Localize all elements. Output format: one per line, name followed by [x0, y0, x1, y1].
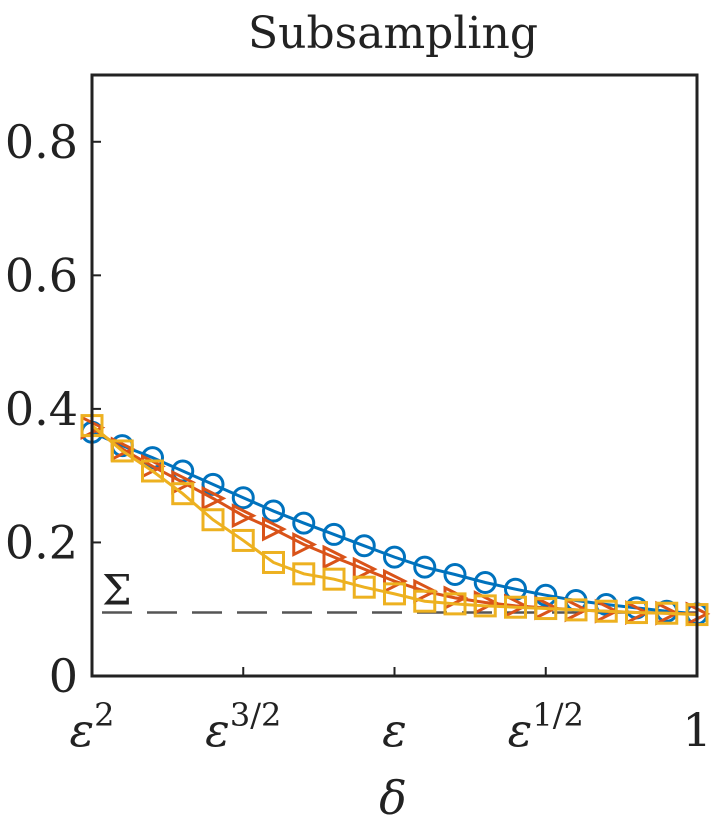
data-point: [443, 562, 467, 586]
data-point: [473, 594, 497, 618]
data-point: [322, 567, 346, 591]
data-point: [413, 589, 437, 613]
data-point: [262, 499, 285, 523]
data-point: [231, 486, 255, 510]
y-tick-label: 0: [49, 649, 78, 703]
data-point: [262, 550, 285, 574]
data-point: [534, 597, 558, 621]
data-point: [383, 545, 406, 569]
data-point: [322, 522, 346, 546]
y-tick-label: 0.8: [5, 115, 78, 169]
y-tick-label: 0.6: [5, 248, 78, 302]
data-point: [322, 544, 348, 570]
data-point: [413, 555, 437, 579]
data-point: [292, 532, 318, 557]
data-point: [473, 571, 497, 595]
x-tick-label: 1: [682, 703, 711, 757]
x-tick-label: ε2: [69, 696, 114, 757]
y-axis: 0 0.2 0.4 0.6 0.8: [5, 115, 101, 703]
data-point: [443, 592, 467, 616]
data-point: [352, 534, 376, 558]
data-point: [504, 577, 527, 601]
data-point: [231, 528, 255, 552]
data-point: [534, 583, 558, 607]
data-point: [383, 568, 408, 594]
data-point: [292, 562, 316, 586]
data-point: [564, 598, 588, 622]
data-point: [231, 503, 257, 529]
x-axis: ε2 ε3/2 ε ε1/2 1: [69, 667, 711, 757]
data-point: [352, 575, 376, 599]
data-point: [171, 482, 195, 506]
chart-title: Subsampling: [248, 8, 538, 59]
data-point: [504, 595, 527, 619]
data-point: [352, 556, 378, 582]
plot-area: Σ: [80, 414, 711, 627]
x-tick-label: ε1/2: [508, 696, 584, 757]
data-point: [383, 582, 406, 606]
data-point: [655, 601, 679, 625]
series-square: [80, 414, 709, 627]
data-point: [201, 485, 227, 511]
data-point: [110, 439, 134, 463]
data-point: [262, 516, 287, 542]
x-tick-label: ε3/2: [205, 696, 281, 757]
x-tick-label: ε: [382, 703, 407, 757]
y-tick-label: 0.2: [5, 515, 78, 569]
data-point: [141, 459, 164, 483]
x-axis-label: δ: [379, 771, 407, 825]
data-point: [292, 511, 316, 535]
data-point: [625, 601, 648, 625]
data-point: [594, 599, 618, 623]
sigma-label: Σ: [102, 566, 132, 615]
data-point: [201, 508, 225, 532]
y-tick-label: 0.4: [5, 382, 78, 436]
